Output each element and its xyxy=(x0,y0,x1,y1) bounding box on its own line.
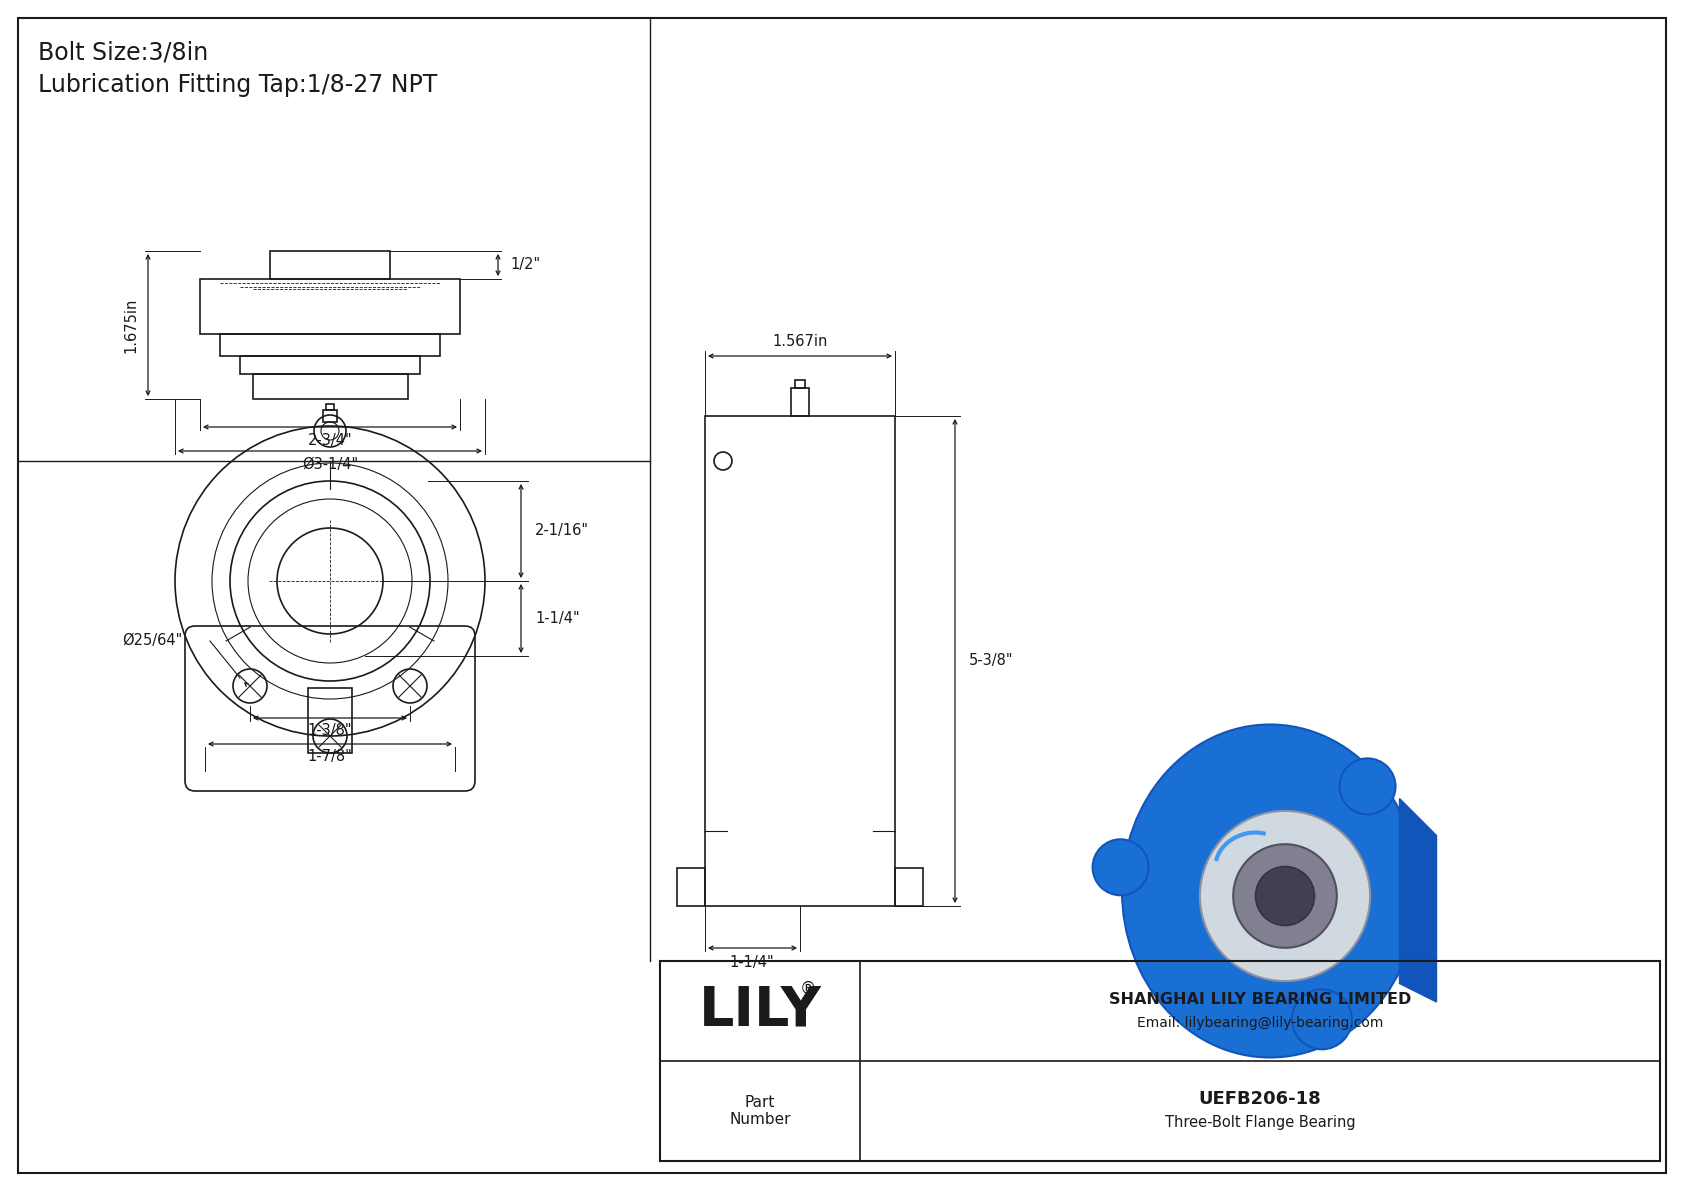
Circle shape xyxy=(1292,990,1352,1049)
Bar xyxy=(660,961,1660,1161)
Text: 1.567in: 1.567in xyxy=(773,335,829,349)
Bar xyxy=(308,688,352,753)
Text: Ø25/64": Ø25/64" xyxy=(121,634,182,649)
Bar xyxy=(221,333,440,356)
Text: Bolt Size:3/8in: Bolt Size:3/8in xyxy=(39,40,209,66)
Bar xyxy=(269,251,391,279)
Text: 1-1/4": 1-1/4" xyxy=(536,611,579,625)
Text: Three-Bolt Flange Bearing: Three-Bolt Flange Bearing xyxy=(1165,1116,1356,1130)
Text: SHANGHAI LILY BEARING LIMITED: SHANGHAI LILY BEARING LIMITED xyxy=(1108,991,1411,1006)
Bar xyxy=(253,374,408,399)
Text: 1-3/8": 1-3/8" xyxy=(308,723,352,738)
Bar xyxy=(200,279,460,333)
Bar xyxy=(894,868,923,906)
Text: Email: lilybearing@lily-bearing.com: Email: lilybearing@lily-bearing.com xyxy=(1137,1016,1383,1030)
Text: UEFB206-18: UEFB206-18 xyxy=(1199,1090,1322,1108)
Text: LILY: LILY xyxy=(699,984,822,1039)
Text: Ø3-1/4": Ø3-1/4" xyxy=(301,456,359,472)
Circle shape xyxy=(1201,811,1371,981)
Bar xyxy=(795,380,805,388)
Circle shape xyxy=(1093,840,1148,896)
Bar xyxy=(323,410,337,422)
Bar xyxy=(677,868,706,906)
Bar xyxy=(791,388,808,416)
Text: 1.675in: 1.675in xyxy=(123,298,138,353)
Text: 1-7/8": 1-7/8" xyxy=(308,749,352,765)
Text: ®: ® xyxy=(800,980,817,998)
Ellipse shape xyxy=(1122,724,1418,1058)
Circle shape xyxy=(1255,866,1315,925)
Polygon shape xyxy=(1399,798,1436,1002)
Text: 2-3/4": 2-3/4" xyxy=(308,432,352,448)
Bar xyxy=(241,356,419,374)
Bar xyxy=(706,416,894,906)
Text: Lubrication Fitting Tap:1/8-27 NPT: Lubrication Fitting Tap:1/8-27 NPT xyxy=(39,73,438,96)
Circle shape xyxy=(1339,759,1396,815)
Circle shape xyxy=(1233,844,1337,948)
Text: 1/2": 1/2" xyxy=(510,257,541,273)
Text: 2-1/16": 2-1/16" xyxy=(536,524,589,538)
Text: Part
Number: Part Number xyxy=(729,1095,791,1127)
Text: 1-1/4": 1-1/4" xyxy=(729,954,775,969)
Bar xyxy=(327,404,333,410)
Text: 5-3/8": 5-3/8" xyxy=(968,654,1014,668)
